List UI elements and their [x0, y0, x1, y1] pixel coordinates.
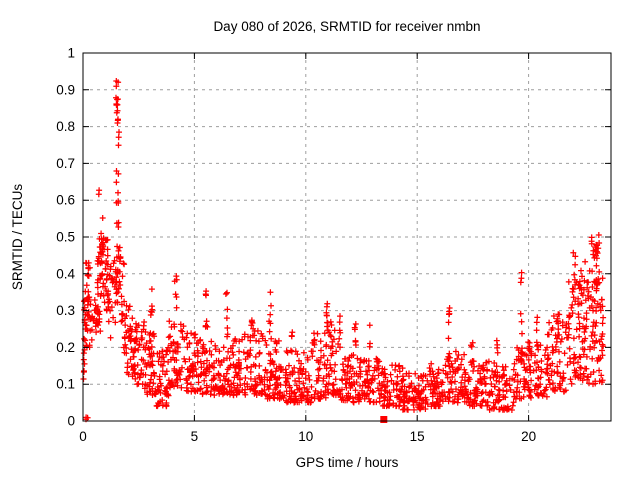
y-tick-label: 0.4: [56, 266, 75, 281]
grid-path: [83, 53, 611, 421]
y-tick-label: 0.6: [56, 193, 75, 208]
axes-and-ticks: [82, 52, 612, 422]
y-tick-label: 0.5: [56, 230, 75, 245]
y-tick-label: 0.7: [56, 156, 75, 171]
x-tick-label: 10: [298, 429, 313, 444]
y-tick-label: 0.9: [56, 82, 75, 97]
y-tick-label: 0.1: [56, 377, 75, 392]
y-tick-label: 0.8: [56, 119, 75, 134]
x-tick-label: 15: [410, 429, 425, 444]
scatter-points: [80, 78, 607, 423]
y-tick-label: 0.3: [56, 303, 75, 318]
outlier-square-marker: [380, 416, 388, 423]
y-axis-label: SRMTID / TECUs: [10, 184, 25, 291]
y-tick-label: 0: [67, 414, 75, 429]
y-tick-label: 0.2: [56, 340, 75, 355]
tick-labels: 0 5 10 15 20 0 0.1 0.2 0.3 0.4 0.5 0.6 0.7 0.8 0.9 1: [56, 46, 536, 445]
plot-border: [82, 52, 612, 422]
x-tick-label: 0: [79, 429, 87, 444]
x-tick-label: 20: [521, 429, 536, 444]
x-tick-label: 5: [191, 429, 199, 444]
x-axis-label: GPS time / hours: [296, 455, 399, 470]
grid-lines: [83, 53, 611, 421]
y-tick-label: 1: [67, 46, 75, 61]
data-point-markers: [80, 78, 607, 423]
chart-title: Day 080 of 2026, SRMTID for receiver nmb…: [213, 19, 480, 34]
